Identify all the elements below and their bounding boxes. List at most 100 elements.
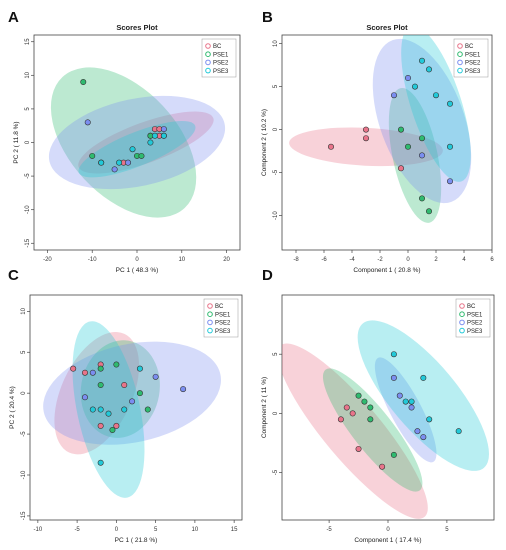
panel-letter: A: [8, 9, 19, 26]
point-pse1: [136, 390, 143, 397]
point-pse2: [129, 398, 136, 405]
point-pse1: [355, 392, 362, 399]
point-pse2: [81, 394, 88, 401]
x-tick-label: 0: [386, 527, 390, 533]
legend-label: PSE3: [467, 329, 483, 335]
y-tick-label: -5: [25, 173, 31, 179]
ellipse-pse2: [372, 38, 472, 204]
x-tick-label: 20: [223, 257, 230, 263]
panel-c: C -10 -5 0 5 10 15 -15 -10 -5 0 5 10 PC 1 ( 21.8 %) PC…: [8, 267, 243, 544]
x-tick-label: -2: [377, 257, 383, 263]
y-tick-label: 10: [25, 71, 31, 78]
y-tick-label: 10: [21, 307, 27, 314]
x-tick-label: 10: [178, 257, 185, 263]
x-tick-label: 0: [406, 257, 410, 263]
y-tick-label: 0: [273, 411, 279, 415]
legend-marker: [459, 303, 465, 309]
point-pse1: [80, 79, 87, 86]
legend: BC PSE1 PSE2 PSE3: [453, 38, 489, 78]
y-tick-label: 10: [273, 40, 279, 47]
point-pse1: [418, 195, 425, 202]
x-tick-label: -10: [34, 527, 43, 533]
legend-marker: [207, 327, 213, 334]
point-bc: [327, 143, 334, 150]
ellipse-pse1: [388, 87, 442, 223]
point-pse3: [426, 416, 433, 423]
panel-letter: D: [262, 267, 273, 284]
ellipse-pse1: [50, 67, 197, 218]
point-pse2: [420, 434, 427, 441]
plot-area: [282, 320, 490, 519]
legend-label: PSE3: [465, 69, 481, 75]
point-pse2: [390, 374, 397, 381]
panel-letter: C: [8, 267, 19, 284]
point-pse3: [97, 406, 104, 413]
legend-box: [203, 298, 239, 338]
point-pse2: [446, 178, 453, 185]
ellipse-pse1: [322, 368, 423, 492]
y-tick-label: 5: [273, 352, 279, 356]
point-bc: [113, 422, 120, 429]
y-tick-label: 0: [21, 391, 27, 395]
point-pse3: [136, 365, 143, 372]
x-axis-label: Component 1 ( 17.4 %): [354, 537, 421, 544]
y-tick-label: -5: [273, 469, 279, 475]
x-tick-label: 10: [192, 527, 199, 533]
point-pse2: [414, 428, 421, 435]
legend-label: PSE2: [467, 321, 483, 327]
point-pse1: [367, 404, 374, 411]
point-pse1: [390, 451, 397, 458]
point-pse2: [152, 373, 159, 380]
point-bc: [337, 416, 344, 423]
x-tick-label: -4: [349, 257, 355, 263]
point-bc: [355, 445, 362, 452]
point-pse1: [397, 126, 404, 133]
x-tick-label: -10: [88, 257, 97, 263]
point-bc: [97, 422, 104, 429]
panel-letter: B: [262, 9, 273, 26]
point-pse3: [432, 92, 439, 99]
plot-area: [48, 67, 226, 218]
legend-label: BC: [467, 304, 476, 310]
legend-marker: [205, 51, 211, 58]
point-pse2: [396, 392, 403, 399]
legend-marker: [207, 311, 213, 318]
legend: BC PSE1 PSE2 PSE3: [203, 298, 239, 338]
ellipse-pse2: [48, 95, 226, 190]
ellipse-bc: [289, 127, 443, 167]
legend-marker: [457, 67, 463, 74]
point-bc: [70, 365, 77, 372]
point-pse1: [97, 365, 104, 372]
ellipse-pse3: [357, 320, 490, 471]
legend-label: PSE1: [465, 52, 481, 58]
chart-title: Scores Plot: [366, 23, 408, 32]
y-tick-label: 5: [21, 350, 27, 354]
x-tick-label: 6: [490, 257, 494, 263]
ellipse-bc: [282, 343, 428, 519]
y-axis-label: Component 2 ( 11 %): [261, 377, 268, 438]
ellipse-bc: [78, 111, 214, 174]
legend-marker: [205, 67, 211, 74]
point-bc: [349, 410, 356, 417]
y-tick-label: 0: [273, 127, 279, 131]
point-bc: [343, 404, 350, 411]
point-pse3: [129, 146, 136, 153]
y-tick-label: -10: [273, 211, 279, 220]
x-axis-label: Component 1 ( 20.8 %): [353, 267, 420, 274]
point-pse2: [111, 166, 118, 173]
point-pse3: [402, 398, 409, 405]
x-tick-label: 2: [434, 257, 438, 263]
y-axis-label: PC 2 ( 20.4 %): [9, 386, 16, 429]
y-axis-label: Component 2 ( 10.2 %): [261, 109, 268, 176]
plot-area: [43, 321, 221, 498]
point-pse3: [425, 66, 432, 73]
x-tick-label: -20: [43, 257, 52, 263]
panel-a: A Scores Plot -20 -10 0 10 20 -15 -10 -5 0 5 10 15 PC …: [8, 9, 241, 274]
legend-box: [455, 298, 491, 338]
point-pse1: [97, 381, 104, 388]
legend-box: [453, 38, 489, 78]
y-tick-label: -15: [21, 511, 27, 520]
legend-label: BC: [465, 44, 474, 50]
x-axis-label: PC 1 ( 48.3 %): [116, 267, 159, 274]
